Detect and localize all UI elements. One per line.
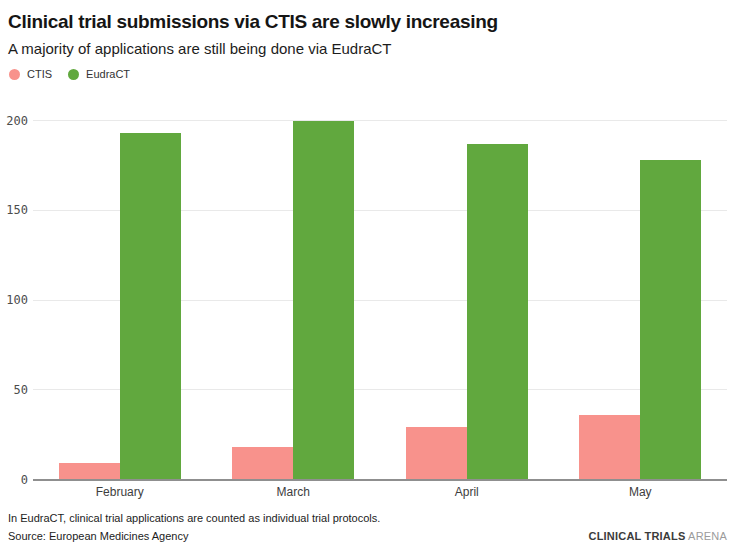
y-tick-label-0: 0	[0, 473, 28, 487]
bar-eudract-may	[640, 160, 701, 480]
bar-ctis-february	[59, 463, 120, 479]
bar-chart-plot-area: 0 50 100 150 200 February March April May	[0, 0, 735, 551]
x-axis-label-may: May	[580, 485, 700, 499]
y-tick-label-50: 50	[0, 383, 28, 397]
x-axis-label-april: April	[407, 485, 527, 499]
bar-eudract-february	[120, 133, 181, 479]
gridline-200	[33, 120, 727, 121]
y-tick-label-150: 150	[0, 203, 28, 217]
publisher-logo-light: ARENA	[688, 530, 727, 542]
chart-footnote: In EudraCT, clinical trial applications …	[8, 512, 380, 524]
y-tick-label-200: 200	[0, 114, 28, 128]
bar-eudract-april	[467, 144, 528, 480]
y-tick-label-100: 100	[0, 293, 28, 307]
x-axis-baseline	[33, 479, 727, 481]
chart-source: Source: European Medicines Agency	[8, 530, 188, 542]
x-axis-label-february: February	[60, 485, 180, 499]
publisher-logo: CLINICAL TRIALS ARENA	[589, 530, 727, 542]
x-axis-label-march: March	[233, 485, 353, 499]
bar-ctis-may	[579, 415, 640, 480]
bar-ctis-march	[232, 447, 293, 479]
bar-eudract-march	[293, 121, 354, 480]
chart-card: Clinical trial submissions via CTIS are …	[0, 0, 735, 551]
publisher-logo-bold: CLINICAL TRIALS	[589, 530, 686, 542]
bar-ctis-april	[406, 427, 467, 479]
